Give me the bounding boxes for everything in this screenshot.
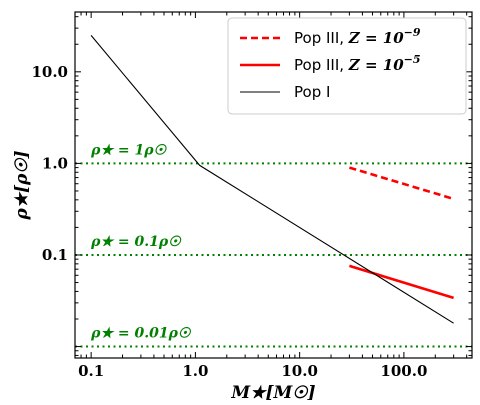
series-line — [349, 264, 454, 300]
plot-frame — [74, 11, 473, 359]
axes: 0.1 1.0 10.0 100.0 0.1 1.0 10.0 M★[M☉] ρ★[ρ☉] — [12, 11, 473, 403]
reference-line-label: ρ★ = 0.01ρ☉ — [90, 326, 192, 342]
y-tick-label: 10.0 — [31, 63, 68, 81]
series-line — [349, 166, 454, 201]
series-line — [90, 35, 454, 324]
legend-entry-text: Pop III, — [294, 29, 349, 47]
legend-box — [227, 17, 467, 115]
x-tick-label: 1.0 — [182, 362, 208, 380]
x-tick-label: 0.1 — [78, 362, 104, 380]
legend-entry-exponent: −5 — [404, 53, 421, 66]
y-axis-label: ρ★[ρ☉] — [12, 150, 32, 220]
y-tick-label: 0.1 — [42, 246, 68, 264]
y-tick-label: 1.0 — [42, 154, 68, 172]
legend-entry-text: Pop I — [294, 83, 330, 101]
x-axis-label: M★[M☉] — [230, 383, 315, 403]
legend-entry: Pop III, Z = 10−9 — [294, 26, 421, 47]
legend-entry-exponent: −9 — [404, 26, 421, 39]
reference-line-label: ρ★ = 1ρ☉ — [90, 142, 167, 158]
legend-entry-math: Z = 10 — [348, 56, 404, 74]
legend-entry: Pop I — [294, 83, 330, 101]
x-tick-label: 100.0 — [380, 362, 427, 380]
legend-entry-math: Z = 10 — [348, 29, 404, 47]
plot-area: ρ★ = 1ρ☉ ρ★ = 0.1ρ☉ ρ★ = 0.01ρ☉ — [75, 35, 472, 348]
reference-line-label: ρ★ = 0.1ρ☉ — [90, 234, 182, 250]
legend-entry: Pop III, Z = 10−5 — [294, 53, 421, 74]
legend-entry-text: Pop III, — [294, 56, 349, 74]
x-tick-label: 10.0 — [281, 362, 318, 380]
